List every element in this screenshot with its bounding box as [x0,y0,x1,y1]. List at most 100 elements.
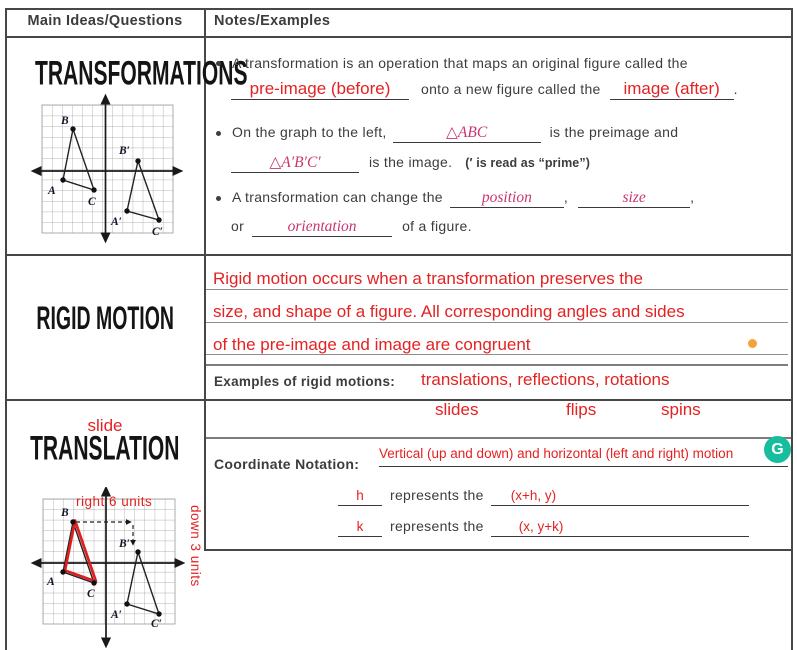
orange-dot [748,339,757,348]
synonym-spins: spins [661,400,701,419]
label-a: A [47,185,56,197]
label-c-prime: C′ [151,618,162,630]
arrow-label-right: right 6 units [76,494,152,509]
answer-x-plus-h: (x+h, y) [510,488,557,503]
h-text: represents the [390,487,484,503]
translation-subtitle-answer: slide [87,416,123,435]
bullet3-text-c: of a figure. [402,218,472,234]
column-divider [204,8,206,551]
prime-note: (′ is read as “prime”) [465,156,590,170]
column-header-notes: Notes/Examples [214,13,331,29]
blank-position: position [449,189,564,208]
bullet-icon [216,195,221,201]
blank-h: h [338,488,382,506]
rigid-definition-line3: of the pre-image and image are congruent [213,335,531,354]
answer-image: image (after) [623,79,720,98]
k-line: k represents the (x, y+k) [338,518,749,537]
table-right-border [791,8,793,650]
blank-preimage: pre-image (before) [231,80,409,100]
blank-image: image (after) [609,79,734,100]
answer-triangle-abc: △ABC [446,124,488,141]
label-c: C [87,588,95,600]
label-b-prime: B′ [118,145,130,157]
examples-box-top [206,364,788,366]
h-line: h represents the (x+h, y) [338,487,749,506]
period: . [733,81,738,97]
k-text: represents the [390,518,484,534]
header-divider [5,36,793,38]
vertex-dots [60,519,162,617]
synonym-slides: slides [435,400,479,419]
column-header-main-ideas: Main Ideas/Questions [27,13,183,29]
coordinate-notation-answer: Vertical (up and down) and horizontal (l… [379,446,788,467]
blank-h-answer: (x+h, y) [490,488,749,506]
answer-preimage: pre-image (before) [249,79,391,98]
table-left-border [5,8,7,650]
ruled-line [206,354,788,355]
blank-k-answer: (x, y+k) [490,519,749,537]
triangle-abc [62,519,96,585]
triangle-abc-prime [126,549,161,616]
arrow-label-down: down 3 units [188,505,203,587]
grammarly-badge[interactable]: G [764,436,791,463]
comma: , [563,189,569,205]
answer-position: position [481,189,532,206]
coordinate-box-top [206,437,791,439]
section-title-translation: TRANSLATION [30,428,180,468]
coordinate-box-bottom [204,549,793,551]
grammarly-badge-letter: G [771,440,784,458]
label-a-prime: A′ [110,609,122,621]
section-title-rigid-motion: RIGID MOTION [36,300,174,337]
vertex-dots [60,126,162,223]
label-b-prime: B′ [118,538,130,550]
bullet2-text-b: is the preimage and [549,124,679,140]
translation-dashed-arrows [76,519,136,546]
bullet1-text-b: onto a new figure called the [421,81,601,97]
bullet3-text-a: A transformation can change the [232,189,443,205]
bullet3-line2: or orientation of a figure. [231,218,472,237]
bullet1-line2: pre-image (before) onto a new figure cal… [231,80,738,100]
label-a: A [46,576,55,588]
row1-divider [5,254,793,256]
ruled-line [206,289,788,290]
grid [41,104,174,234]
examples-label: Examples of rigid motions: [214,374,396,389]
blank-triangle-abc: △ABC [392,124,541,143]
synonym-flips: flips [566,400,597,419]
axes [30,93,184,244]
triangle-abc-red [63,519,98,583]
comma: , [690,189,695,205]
answer-size: size [622,189,646,206]
label-b: B [60,507,69,519]
answer-h: h [356,488,364,503]
blank-orientation: orientation [252,218,393,237]
bullet1-line1: A transformation is an operation that ma… [216,55,688,71]
answer-orientation: orientation [287,218,357,235]
rigid-definition-line1: Rigid motion occurs when a transformatio… [213,269,643,288]
triangle-abc-prime [126,158,161,222]
translation-graph: B A C B′ A′ C′ right 6 units down 3 unit… [30,487,203,649]
bullet3-text-b: or [231,218,245,234]
axes [30,487,186,649]
label-a-prime: A′ [110,216,122,228]
blank-size: size [578,189,691,208]
bullet2-line2: △A′B′C′ is the image. (′ is read as “pri… [231,154,590,173]
answer-k: k [356,519,364,534]
examples-answer: translations, reflections, rotations [421,370,670,389]
bullet2-text-a: On the graph to the left, [232,124,387,140]
ruled-line [206,322,788,323]
triangle-abc [62,126,96,192]
bullet1-text: A transformation is an operation that ma… [232,55,688,71]
coordinate-notation-label: Coordinate Notation: [214,456,360,472]
blank-triangle-abc-prime: △A′B′C′ [231,154,359,173]
row2-divider [5,399,793,401]
bullet2-line1: On the graph to the left, △ABC is the pr… [216,124,678,143]
bullet-icon [216,130,221,136]
answer-triangle-abc-prime: △A′B′C′ [269,154,321,171]
bullet2-text-c: is the image. [369,154,453,170]
blank-k: k [338,519,382,537]
label-c: C [88,196,96,208]
bullet3-line1: A transformation can change the position… [216,189,694,208]
rigid-definition-line2: size, and shape of a figure. All corresp… [213,302,685,321]
